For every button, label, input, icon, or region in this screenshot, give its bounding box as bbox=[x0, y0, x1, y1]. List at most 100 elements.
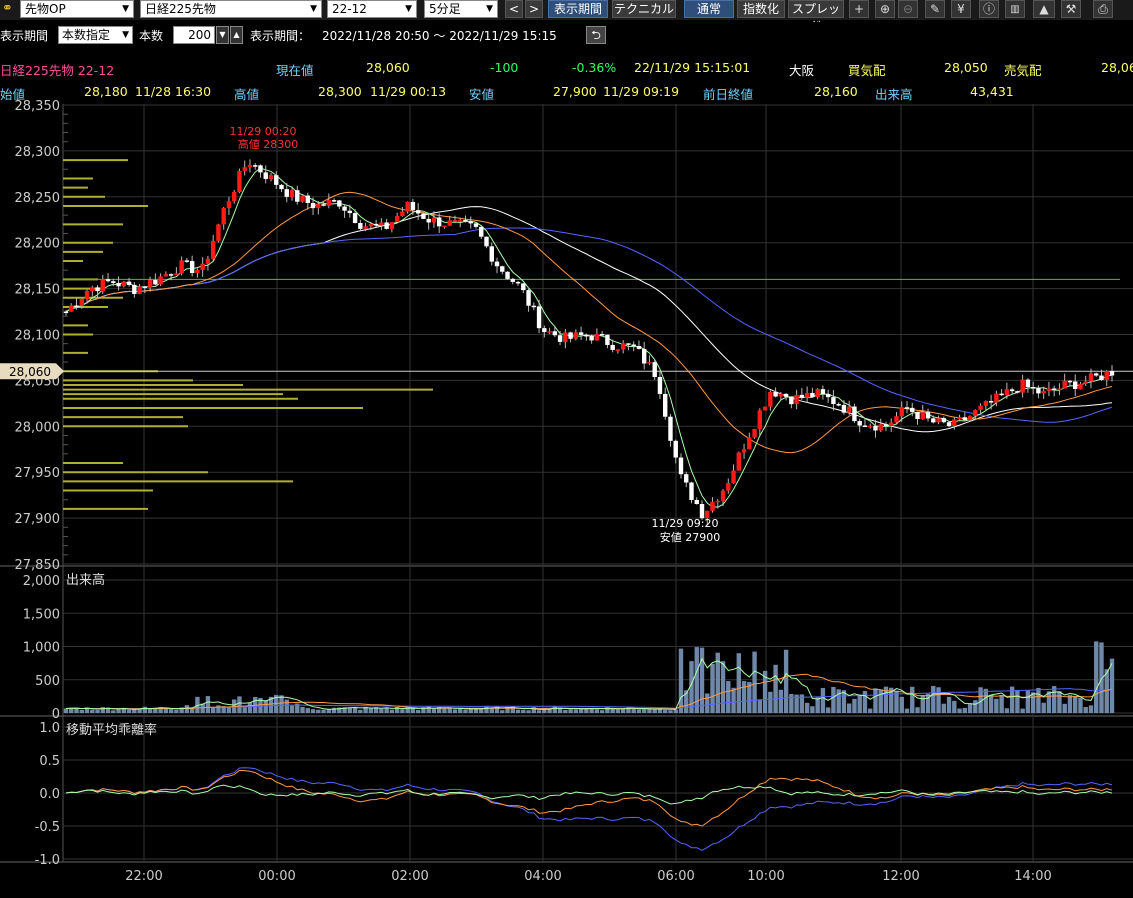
candle-up bbox=[237, 170, 242, 192]
volume-bar bbox=[810, 706, 815, 713]
mode-select[interactable]: 本数指定 ▼ bbox=[58, 26, 133, 44]
volume-tick-label: 500 bbox=[35, 674, 60, 689]
candle-down bbox=[1036, 387, 1041, 394]
plus-icon[interactable]: + bbox=[849, 0, 869, 18]
volume-bar bbox=[684, 690, 689, 713]
interval-select[interactable]: 5分足 ▼ bbox=[424, 0, 498, 18]
volume-bar bbox=[804, 702, 810, 713]
info-icon[interactable]: ⓘ bbox=[979, 0, 999, 18]
volume-bar bbox=[699, 647, 705, 713]
candle-down bbox=[931, 418, 936, 423]
period-button[interactable]: 表示期間 bbox=[548, 0, 608, 18]
candle-up bbox=[815, 389, 820, 398]
volume-bar bbox=[783, 649, 789, 713]
x-tick-label: 04:00 bbox=[524, 869, 561, 884]
candle-up bbox=[741, 449, 747, 453]
candle-down bbox=[468, 221, 473, 224]
volume-bar bbox=[710, 663, 715, 713]
area-chart-icon[interactable]: ▲ bbox=[1033, 0, 1055, 18]
candle-up bbox=[1088, 373, 1094, 382]
chevron-down-icon: ▼ bbox=[310, 4, 317, 14]
candle-up bbox=[368, 223, 374, 227]
candle-up bbox=[973, 410, 978, 416]
candle-down bbox=[426, 218, 431, 223]
bar-chart-icon[interactable]: ▥ bbox=[1005, 0, 1025, 18]
candle-up bbox=[452, 220, 458, 222]
wrench-icon[interactable]: ⚒ bbox=[1061, 0, 1081, 18]
return-icon[interactable]: ⮌ bbox=[586, 26, 606, 44]
contract-select[interactable]: 22-12 ▼ bbox=[327, 0, 417, 18]
zoom-in-icon[interactable]: ⊕ bbox=[875, 0, 895, 18]
candle-down bbox=[1025, 379, 1031, 388]
high-annotation-time: 11/29 00:20 bbox=[230, 125, 297, 138]
volume-bar bbox=[505, 707, 510, 713]
candle-down bbox=[479, 226, 484, 237]
candle-down bbox=[484, 236, 489, 247]
volume-bar bbox=[857, 694, 862, 713]
count-input[interactable]: 200 bbox=[173, 26, 215, 44]
volume-bar bbox=[111, 710, 116, 713]
volume-bar bbox=[799, 694, 805, 713]
volume-bar bbox=[1109, 658, 1115, 713]
instrument-select[interactable]: 日経225先物 ▼ bbox=[140, 0, 322, 18]
count-up-icon[interactable]: ▲ bbox=[230, 26, 243, 44]
count-down-icon[interactable]: ▼ bbox=[216, 26, 229, 44]
index-button[interactable]: 指数化 bbox=[737, 0, 785, 18]
volume-bar bbox=[447, 707, 452, 713]
type-select[interactable]: 先物OP ▼ bbox=[20, 0, 134, 18]
candle-up bbox=[720, 490, 726, 501]
volume-bar bbox=[768, 691, 773, 713]
volume-bar bbox=[1057, 691, 1062, 713]
volume-bar bbox=[84, 707, 90, 713]
chevron-down-icon: ▼ bbox=[486, 4, 493, 14]
candle-down bbox=[184, 260, 190, 262]
normal-button[interactable]: 通常 bbox=[684, 0, 734, 18]
candle-down bbox=[505, 271, 510, 279]
volume-bar bbox=[762, 670, 768, 713]
technical-button[interactable]: テクニカル bbox=[612, 0, 676, 18]
candle-up bbox=[232, 191, 237, 202]
prev-button[interactable]: < bbox=[505, 0, 523, 18]
volume-tick-label: 1,000 bbox=[23, 641, 60, 656]
volume-bar bbox=[531, 707, 537, 713]
ma-short-line bbox=[65, 167, 1113, 508]
candle-down bbox=[999, 393, 1004, 396]
yen-icon[interactable]: ¥ bbox=[951, 0, 971, 18]
change-value: -100 bbox=[490, 60, 519, 75]
change-pct: -0.36% bbox=[572, 60, 617, 75]
print-icon[interactable]: ⎙ bbox=[1093, 0, 1113, 18]
volume-bar bbox=[726, 681, 731, 713]
candle-down bbox=[274, 175, 279, 185]
volume-bar bbox=[1104, 669, 1109, 713]
volume-bar bbox=[158, 707, 163, 713]
candle-down bbox=[783, 393, 789, 397]
candle-down bbox=[258, 165, 263, 173]
zoom-out-icon[interactable]: ⊖ bbox=[898, 0, 918, 18]
next-button[interactable]: > bbox=[525, 0, 543, 18]
candle-down bbox=[852, 406, 857, 422]
candle-up bbox=[747, 437, 752, 450]
candle-up bbox=[405, 201, 410, 212]
chevron-down-icon: ▼ bbox=[405, 4, 412, 14]
candle-down bbox=[825, 394, 831, 398]
link-icon[interactable]: ⚭ bbox=[2, 1, 13, 16]
candle-up bbox=[316, 204, 321, 209]
candle-up bbox=[978, 405, 983, 411]
volume-bar bbox=[594, 709, 600, 713]
pencil-icon[interactable]: ✎ bbox=[925, 0, 945, 18]
candle-down bbox=[841, 404, 847, 413]
spread-button[interactable]: スプレッド bbox=[788, 0, 844, 33]
candle-down bbox=[494, 261, 500, 267]
volume-bar bbox=[232, 699, 237, 713]
candle-down bbox=[153, 279, 158, 285]
volume-bar bbox=[147, 708, 153, 713]
candle-down bbox=[321, 204, 326, 206]
candle-down bbox=[305, 195, 310, 203]
candle-up bbox=[1020, 379, 1025, 393]
candle-down bbox=[373, 223, 379, 226]
volume-bar bbox=[74, 707, 79, 713]
volume-bar bbox=[242, 707, 247, 713]
candle-down bbox=[904, 407, 910, 409]
volume-bar bbox=[536, 710, 542, 713]
